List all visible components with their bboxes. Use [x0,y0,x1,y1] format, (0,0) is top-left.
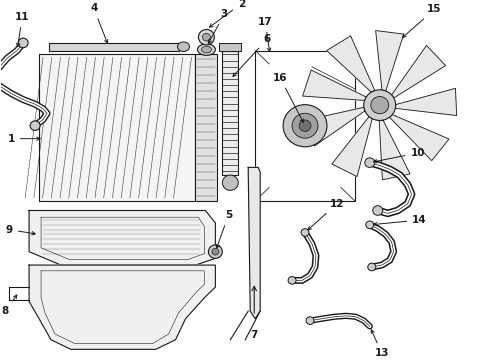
Polygon shape [248,167,260,319]
Circle shape [373,206,383,215]
Bar [220,43,241,50]
Text: 13: 13 [371,330,389,358]
Polygon shape [392,45,445,98]
Text: 15: 15 [403,4,442,37]
Ellipse shape [201,46,211,53]
Text: 17: 17 [258,17,272,51]
Circle shape [364,90,395,121]
Text: 4: 4 [90,3,108,43]
Ellipse shape [177,42,190,51]
Text: 1: 1 [7,134,40,144]
Text: 9: 9 [5,225,35,235]
Circle shape [208,245,222,258]
Circle shape [222,175,238,190]
Ellipse shape [197,44,216,55]
Text: 8: 8 [1,295,17,316]
Text: 6: 6 [233,34,271,76]
Circle shape [30,121,40,130]
Text: 2: 2 [210,0,245,27]
Circle shape [283,105,327,147]
Polygon shape [304,107,365,146]
Circle shape [292,113,318,138]
Text: 7: 7 [250,330,258,340]
Circle shape [198,30,215,45]
Text: 16: 16 [273,73,303,122]
Circle shape [306,317,314,324]
Circle shape [365,158,375,167]
Polygon shape [376,31,404,91]
Bar [196,54,218,201]
Circle shape [366,221,374,229]
Polygon shape [395,88,457,116]
Bar [255,50,355,201]
Circle shape [212,248,219,255]
Text: 14: 14 [373,215,427,226]
Text: 5: 5 [216,210,232,248]
Circle shape [301,229,309,237]
Bar [222,50,238,175]
Circle shape [299,120,311,131]
Text: 3: 3 [208,9,228,43]
Text: 12: 12 [308,199,344,230]
Circle shape [18,38,28,48]
Polygon shape [327,36,375,92]
Circle shape [202,33,210,41]
Circle shape [371,96,389,114]
Bar [49,43,178,50]
Text: 11: 11 [15,12,29,47]
Circle shape [288,276,296,284]
Bar [39,54,196,201]
Polygon shape [379,120,410,180]
Polygon shape [390,114,449,161]
Polygon shape [332,117,372,176]
Circle shape [368,263,376,271]
Polygon shape [303,70,366,100]
Polygon shape [29,265,216,349]
Text: 10: 10 [373,148,425,163]
Polygon shape [29,211,216,265]
